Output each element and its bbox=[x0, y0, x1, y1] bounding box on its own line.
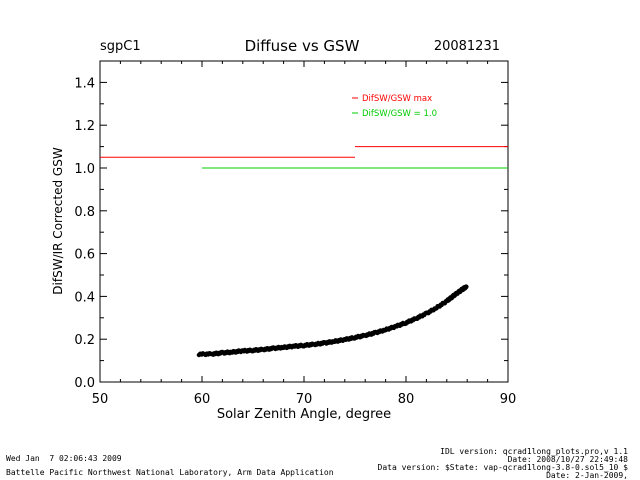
x-axis-label: Solar Zenith Angle, degree bbox=[217, 407, 391, 422]
plot-frame bbox=[99, 60, 509, 383]
x-tick-label: 90 bbox=[500, 392, 517, 407]
x-tick-label: 80 bbox=[398, 392, 415, 407]
y-axis: 0.0 0.2 0.4 0.6 0.8 1.0 1.2 1.4 bbox=[74, 76, 508, 391]
x-axis: 50 60 70 80 90 bbox=[92, 61, 517, 407]
legend-label-max: DifSW/GSW max bbox=[362, 94, 432, 104]
chart-title: Diffuse vs GSW bbox=[245, 37, 360, 55]
y-tick-label: 0.8 bbox=[74, 205, 95, 220]
footer-timestamp: Wed Jan 7 02:06:43 2009 bbox=[6, 454, 122, 463]
x-tick-label: 50 bbox=[92, 392, 109, 407]
footer-idl-version: IDL version: qcrad1long_plots.pro,v 1.1 bbox=[440, 447, 628, 456]
legend-label-one: DifSW/GSW = 1.0 bbox=[362, 109, 437, 119]
x-tick-label: 70 bbox=[296, 392, 313, 407]
y-tick-label: 0.2 bbox=[74, 333, 95, 348]
y-tick-label: 1.4 bbox=[74, 76, 95, 91]
footer-idl-date: Date: 2008/10/27 22:49:48 bbox=[507, 455, 628, 464]
data-series bbox=[196, 284, 469, 358]
y-tick-label: 1.0 bbox=[74, 162, 95, 177]
reference-lines bbox=[100, 146, 508, 169]
legend: DifSW/GSW max DifSW/GSW = 1.0 bbox=[352, 94, 437, 119]
y-tick-label: 0.0 bbox=[74, 376, 95, 391]
y-tick-label: 0.6 bbox=[74, 248, 95, 263]
y-tick-label: 1.2 bbox=[74, 119, 95, 134]
footer-institution: Battelle Pacific Northwest National Labo… bbox=[6, 468, 334, 477]
site-label: sgpC1 bbox=[100, 39, 141, 54]
y-axis-label: DifSW/IR Corrected GSW bbox=[51, 147, 65, 295]
footer-data-date: Date: 2-Jan-2009, bbox=[546, 471, 628, 480]
data-point bbox=[463, 284, 469, 290]
x-tick-label: 60 bbox=[194, 392, 211, 407]
footer-data-version: Data version: $State: vap-qcrad1long-3.8… bbox=[377, 463, 628, 472]
y-tick-label: 0.4 bbox=[74, 290, 95, 305]
date-label: 20081231 bbox=[434, 39, 500, 54]
